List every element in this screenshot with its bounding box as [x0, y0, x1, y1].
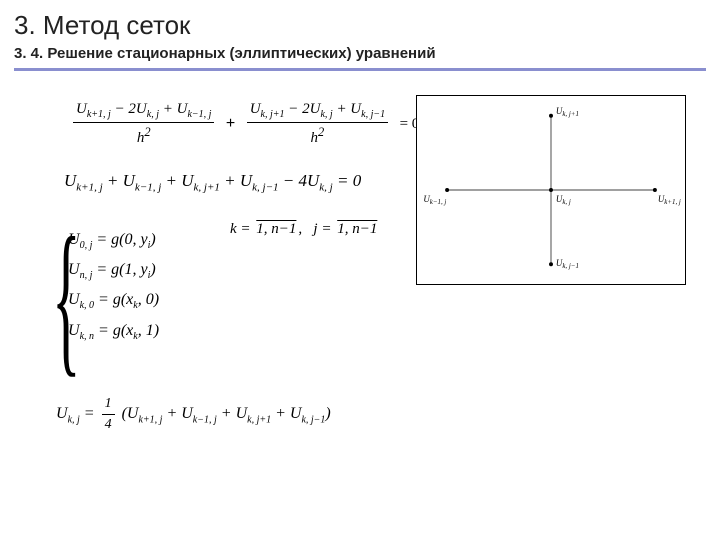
stencil-label-center: Uk, j — [556, 194, 571, 206]
plus-sign: + — [222, 115, 239, 133]
stencil-label-bottom: Uk, j−1 — [556, 258, 579, 270]
stencil-diagram: Uk, j+1 Uk, j−1 Uk−1, j Uk+1, j Uk, j — [416, 95, 686, 285]
equation-2: Uk+1, j + Uk−1, j + Uk, j+1 + Uk, j−1 − … — [64, 171, 361, 193]
bc-row-3: Uk, 0 = g(xk, 0) — [68, 291, 159, 311]
bc-row-1: U0, j = g(0, yi) — [68, 231, 159, 251]
stencil-svg: Uk, j+1 Uk, j−1 Uk−1, j Uk+1, j Uk, j — [417, 96, 685, 284]
fraction-2-den: h2 — [247, 123, 388, 147]
fraction-1: Uk+1, j − 2Uk, j + Uk−1, j h2 — [70, 101, 217, 147]
bc-row-2: Un, j = g(1, yi) — [68, 261, 159, 281]
page-title: 3. Метод сеток — [14, 10, 706, 41]
stencil-label-top: Uk, j+1 — [556, 106, 579, 118]
index-ranges: k = 1, n−1, j = 1, n−1 — [230, 221, 379, 238]
equation-5: Uk, j = 1 4 (Uk+1, j + Uk−1, j + Uk, j+1… — [56, 396, 331, 433]
equation-1: Uk+1, j − 2Uk, j + Uk−1, j h2 + Uk, j+1 … — [70, 101, 423, 147]
fraction-1-den: h2 — [73, 123, 214, 147]
fraction-2-num: Uk, j+1 − 2Uk, j + Uk, j−1 — [247, 101, 388, 123]
bc-row-4: Uk, n = g(xk, 1) — [68, 322, 159, 342]
one-fourth: 1 4 — [99, 396, 118, 433]
fraction-2: Uk, j+1 − 2Uk, j + Uk, j−1 h2 — [244, 101, 391, 147]
fraction-1-num: Uk+1, j − 2Uk, j + Uk−1, j — [73, 101, 214, 123]
page-subtitle: 3. 4. Решение стационарных (эллиптически… — [14, 45, 706, 62]
header: 3. Метод сеток 3. 4. Решение стационарны… — [0, 0, 720, 62]
stencil-label-right: Uk+1, j — [658, 194, 681, 206]
stencil-label-left: Uk−1, j — [423, 194, 446, 206]
header-rule — [14, 68, 706, 71]
boundary-system: U0, j = g(0, yi) Un, j = g(1, yi) Uk, 0 … — [68, 221, 159, 352]
